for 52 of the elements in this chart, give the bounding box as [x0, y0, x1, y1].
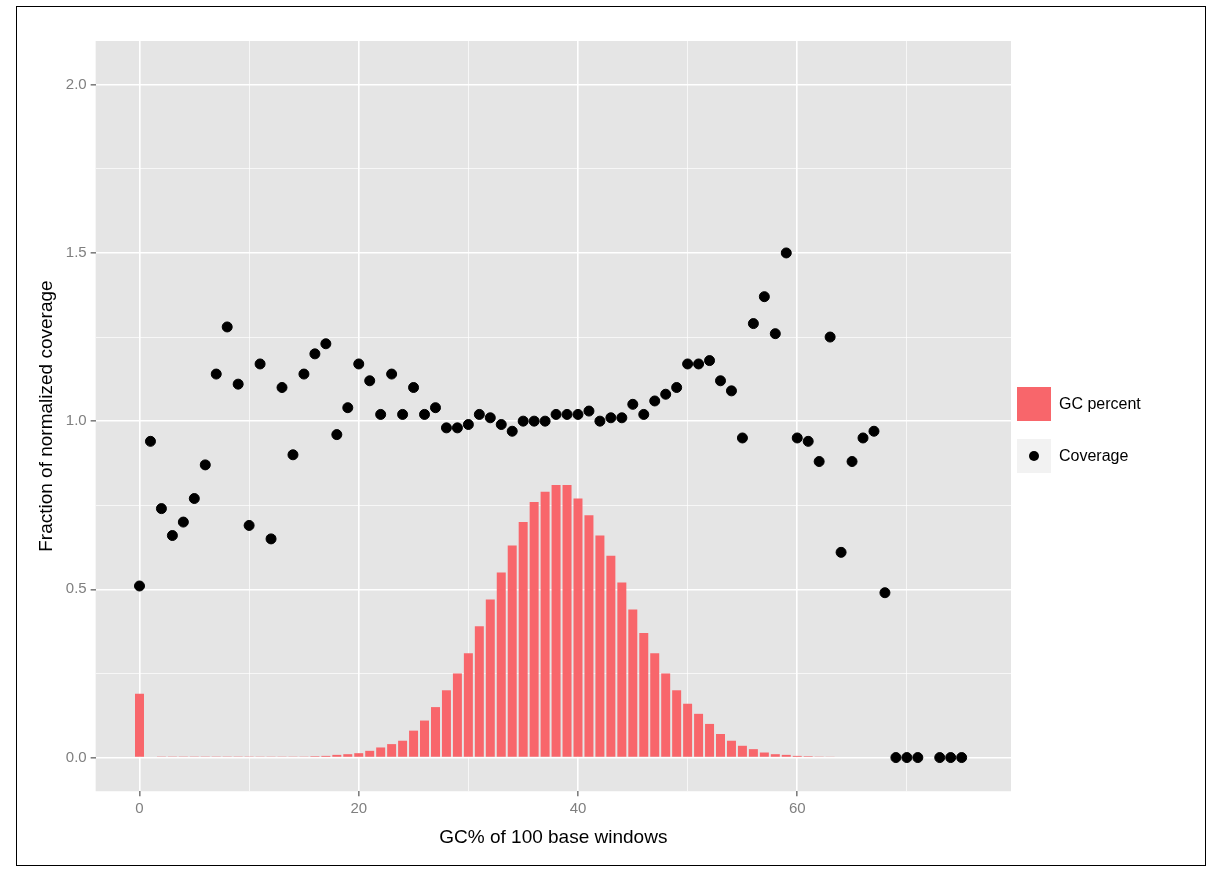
- bar: [617, 582, 627, 757]
- y-tick-label: 2.0: [65, 74, 87, 92]
- bar: [474, 626, 484, 757]
- bar: [529, 501, 539, 757]
- bar: [650, 653, 660, 757]
- bar: [441, 690, 451, 757]
- bar: [507, 545, 517, 757]
- bar: [606, 555, 616, 757]
- bar: [759, 752, 769, 757]
- x-tick-label: 20: [350, 799, 368, 817]
- bar: [540, 491, 550, 757]
- y-axis-title: Fraction of normalized coverage: [34, 280, 56, 552]
- bar: [551, 485, 561, 757]
- bar: [430, 707, 440, 757]
- bar: [716, 734, 725, 757]
- bar: [354, 753, 364, 757]
- x-tick-label: 0: [135, 799, 144, 817]
- y-tick-label: 0.0: [65, 747, 87, 765]
- bar: [518, 522, 528, 757]
- bar: [387, 744, 397, 757]
- bar: [463, 653, 473, 757]
- bar: [409, 730, 419, 757]
- legend-label: Coverage: [1059, 447, 1129, 465]
- bar: [661, 673, 671, 757]
- bar: [639, 633, 649, 757]
- y-tick-label: 1.5: [65, 243, 87, 261]
- bar: [485, 599, 495, 757]
- bar: [376, 747, 386, 757]
- bar: [343, 754, 353, 757]
- bar: [705, 723, 715, 757]
- bar: [694, 713, 704, 757]
- y-tick-label: 0.5: [65, 579, 87, 597]
- y-tick-label: 1.0: [65, 411, 87, 429]
- bar: [683, 703, 693, 757]
- bar: [452, 673, 462, 757]
- x-tick-label: 40: [569, 799, 587, 817]
- bar: [420, 720, 430, 757]
- legend-label: GC percent: [1059, 395, 1141, 413]
- bar: [770, 754, 780, 757]
- bar: [748, 749, 758, 757]
- bar: [628, 609, 638, 757]
- bar: [398, 740, 408, 757]
- bar: [135, 693, 144, 757]
- bar: [737, 745, 747, 757]
- bar: [496, 572, 506, 757]
- x-tick-label: 60: [788, 799, 806, 817]
- bar: [726, 740, 736, 757]
- bar: [595, 535, 605, 757]
- bar: [365, 750, 375, 757]
- x-axis-title: GC% of 100 base windows: [439, 825, 668, 847]
- bar: [584, 515, 594, 757]
- bar: [672, 690, 682, 757]
